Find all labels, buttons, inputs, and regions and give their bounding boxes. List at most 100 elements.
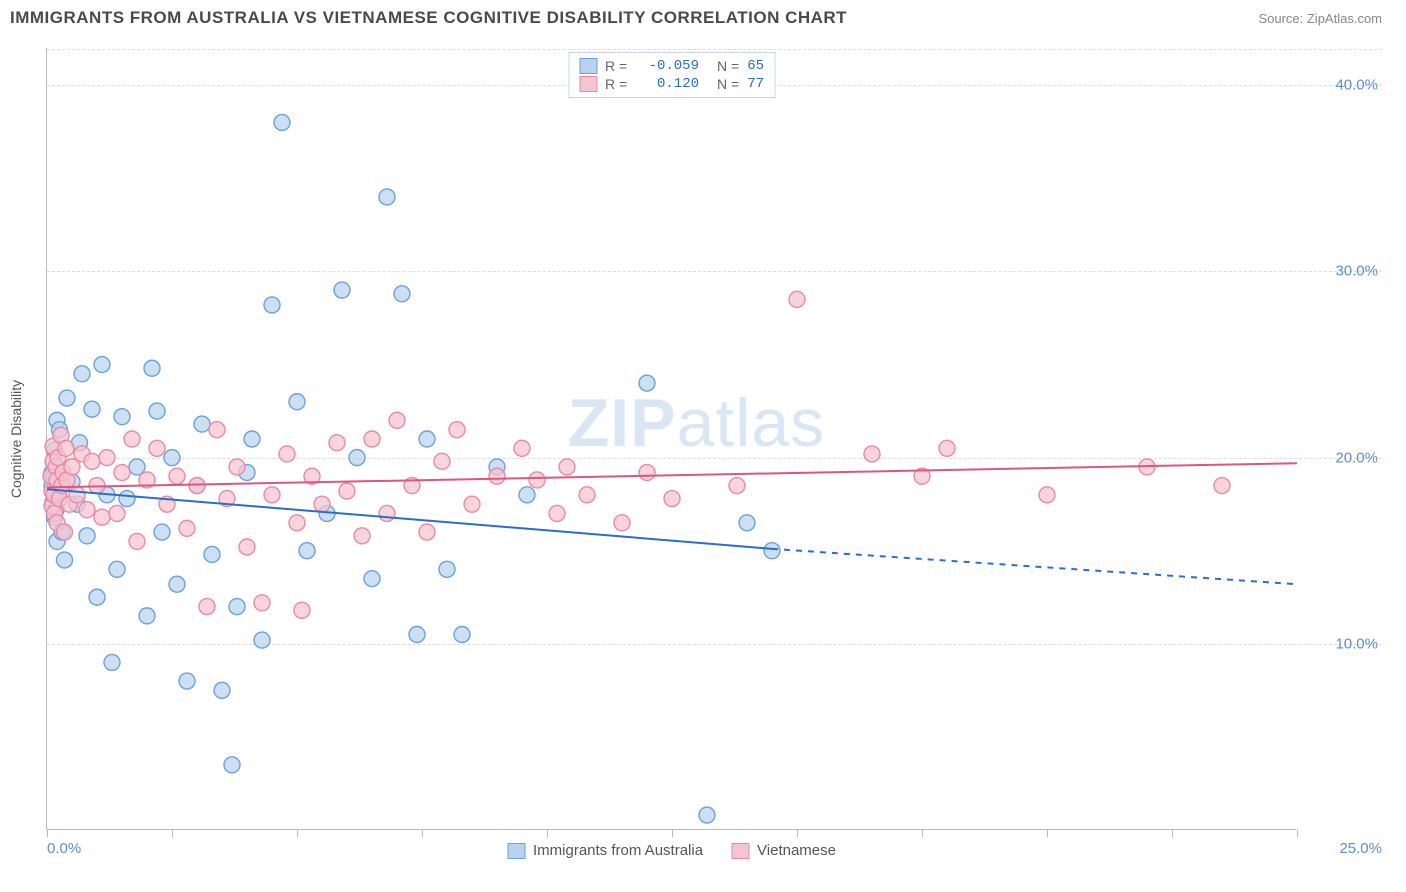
scatter-point [739,515,755,531]
scatter-point [264,487,280,503]
scatter-point [57,524,73,540]
scatter-point [764,543,780,559]
scatter-point [59,390,75,406]
scatter-point [179,520,195,536]
r-label: R = [605,58,635,74]
scatter-point [79,528,95,544]
scatter-point [264,297,280,313]
scatter-point [329,435,345,451]
x-tick [672,829,673,837]
chart-container: Cognitive Disability ZIPatlas R = -0.059… [46,48,1382,830]
scatter-point [74,366,90,382]
scatter-point [58,440,74,456]
scatter-point [84,453,100,469]
scatter-point [549,505,565,521]
scatter-point [254,595,270,611]
scatter-point [409,627,425,643]
x-tick [172,829,173,837]
plot-area: ZIPatlas R = -0.059 N = 65 R = 0.120 N =… [46,48,1296,830]
plot-svg [47,48,1297,830]
legend-stats: R = -0.059 N = 65 R = 0.120 N = 77 [568,52,775,98]
y-axis-label: Cognitive Disability [8,380,24,498]
trend-line [47,489,772,549]
scatter-point [154,524,170,540]
r-value-0: -0.059 [643,58,699,74]
scatter-point [229,459,245,475]
scatter-point [129,533,145,549]
scatter-point [389,412,405,428]
scatter-point [1039,487,1055,503]
scatter-point [454,627,470,643]
legend-swatch-0b [507,843,525,859]
scatter-point [214,682,230,698]
scatter-point [99,450,115,466]
scatter-point [109,561,125,577]
n-value-0: 65 [747,58,764,74]
scatter-point [209,422,225,438]
scatter-point [239,539,255,555]
legend-item-1: Vietnamese [731,842,836,859]
scatter-point [529,472,545,488]
scatter-point [94,509,110,525]
scatter-point [124,431,140,447]
scatter-point [294,602,310,618]
scatter-point [699,807,715,823]
scatter-point [139,608,155,624]
scatter-point [1214,478,1230,494]
x-tick-label-end: 25.0% [1339,840,1382,857]
scatter-point [334,282,350,298]
scatter-point [394,286,410,302]
x-tick [547,829,548,837]
scatter-point [169,576,185,592]
r-label: R = [605,76,635,92]
legend-swatch-1 [579,76,597,92]
scatter-point [489,468,505,484]
scatter-point [464,496,480,512]
x-tick [922,829,923,837]
scatter-point [299,543,315,559]
scatter-point [144,360,160,376]
scatter-point [364,571,380,587]
legend-swatch-1b [731,843,749,859]
scatter-point [104,654,120,670]
scatter-point [119,491,135,507]
legend-label-0: Immigrants from Australia [533,842,703,859]
scatter-point [579,487,595,503]
scatter-point [224,757,240,773]
scatter-point [149,403,165,419]
scatter-point [349,450,365,466]
scatter-point [84,401,100,417]
scatter-point [194,416,210,432]
scatter-point [729,478,745,494]
scatter-point [289,394,305,410]
legend-label-1: Vietnamese [757,842,836,859]
scatter-point [279,446,295,462]
scatter-point [114,409,130,425]
n-label: N = [717,76,739,92]
x-tick [1047,829,1048,837]
scatter-point [314,496,330,512]
legend-series: Immigrants from Australia Vietnamese [507,842,836,859]
x-tick [47,829,48,837]
scatter-point [229,599,245,615]
scatter-point [379,189,395,205]
scatter-point [289,515,305,531]
scatter-point [114,465,130,481]
scatter-point [354,528,370,544]
x-tick [1297,829,1298,837]
scatter-point [339,483,355,499]
legend-stats-row-0: R = -0.059 N = 65 [579,57,764,75]
scatter-point [639,375,655,391]
scatter-point [274,114,290,130]
y-tick-label: 40.0% [1335,77,1378,94]
legend-stats-row-1: R = 0.120 N = 77 [579,75,764,93]
y-tick-label: 30.0% [1335,263,1378,280]
scatter-point [254,632,270,648]
x-tick [797,829,798,837]
scatter-point [639,465,655,481]
scatter-point [109,505,125,521]
y-tick-label: 20.0% [1335,449,1378,466]
scatter-point [419,431,435,447]
scatter-point [514,440,530,456]
scatter-point [614,515,630,531]
